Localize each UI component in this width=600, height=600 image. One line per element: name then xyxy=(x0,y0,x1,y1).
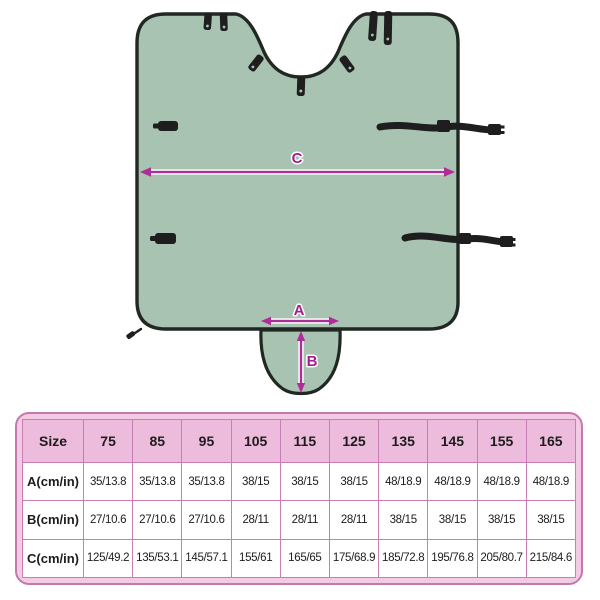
value-cell: 48/18.9 xyxy=(476,461,527,502)
product-dimension-diagram: C A B xyxy=(126,10,516,396)
value-cell: 48/18.9 xyxy=(378,461,429,502)
right-strap-lower xyxy=(401,232,516,247)
measurement-row: C(cm/in) 125/49.2 135/53.1 145/57.1 155/61 16… xyxy=(22,538,577,579)
value-cell: 28/11 xyxy=(230,500,281,540)
dimension-label-b: B xyxy=(307,353,318,370)
value-cell: 125/49.2 xyxy=(82,538,134,579)
zipper-pull xyxy=(126,327,143,339)
value-cell: 48/18.9 xyxy=(525,461,577,502)
value-cell: 28/11 xyxy=(328,500,380,540)
size-header-cell: 115 xyxy=(279,419,330,463)
size-table-header: Size 75 85 95 105 115 125 135 145 155 165 xyxy=(22,419,577,463)
row-label-cell: C(cm/in) xyxy=(22,538,84,579)
size-header-cell: 165 xyxy=(525,419,577,463)
value-cell: 38/15 xyxy=(427,500,478,540)
size-header-cell: 145 xyxy=(427,419,478,463)
row-label-cell: B(cm/in) xyxy=(22,500,84,540)
neck-tab-right xyxy=(339,55,355,73)
size-table: Size 75 85 95 105 115 125 135 145 155 165 A(cm/in)… xyxy=(15,412,583,585)
corner-header-cell: Size xyxy=(22,419,84,463)
top-left-tab-1 xyxy=(203,12,212,31)
value-cell: 155/61 xyxy=(230,538,281,579)
size-header-cell: 95 xyxy=(181,419,232,463)
value-cell: 28/11 xyxy=(279,500,330,540)
value-cell: 38/15 xyxy=(230,461,281,502)
value-cell: 38/15 xyxy=(279,461,330,502)
value-cell: 215/84.6 xyxy=(525,538,577,579)
size-header-cell: 85 xyxy=(132,419,183,463)
top-right-strap-1 xyxy=(368,10,378,42)
size-table-body: A(cm/in) 35/13.8 35/13.8 35/13.8 38/15 38/15 3… xyxy=(22,461,577,579)
dimension-arrow-a: A xyxy=(261,301,339,326)
neck-tab-left xyxy=(248,54,264,72)
value-cell: 205/80.7 xyxy=(476,538,527,579)
row-label-cell: A(cm/in) xyxy=(22,461,84,502)
dimension-arrow-c: C xyxy=(140,149,455,177)
dimension-label-a: A xyxy=(294,302,305,319)
value-cell: 38/15 xyxy=(378,500,429,540)
left-buckle-clip-1 xyxy=(153,121,178,131)
top-left-tab-2 xyxy=(219,12,228,32)
size-header-cell: 135 xyxy=(378,419,429,463)
value-cell: 27/10.6 xyxy=(181,500,232,540)
value-cell: 195/76.8 xyxy=(427,538,478,579)
value-cell: 38/15 xyxy=(525,500,577,540)
left-buckle-clip-2 xyxy=(150,233,176,244)
measurement-row: A(cm/in) 35/13.8 35/13.8 35/13.8 38/15 38/15 3… xyxy=(22,461,577,502)
value-cell: 175/68.9 xyxy=(328,538,380,579)
measurement-row: B(cm/in) 27/10.6 27/10.6 27/10.6 28/11 28/11 2… xyxy=(22,500,577,540)
neck-tab-center xyxy=(296,76,306,97)
size-header-cell: 155 xyxy=(476,419,527,463)
size-table-grid: Size 75 85 95 105 115 125 135 145 155 165 A(cm/in)… xyxy=(22,419,577,579)
value-cell: 27/10.6 xyxy=(82,500,134,540)
value-cell: 35/13.8 xyxy=(82,461,134,502)
right-strap-upper xyxy=(376,120,505,135)
size-header-cell: 105 xyxy=(230,419,281,463)
top-right-strap-2 xyxy=(383,10,393,46)
value-cell: 165/65 xyxy=(279,538,330,579)
value-cell: 135/53.1 xyxy=(132,538,183,579)
dimension-arrow-b: B xyxy=(296,331,319,393)
size-header-row: Size 75 85 95 105 115 125 135 145 155 165 xyxy=(22,419,577,463)
value-cell: 48/18.9 xyxy=(427,461,478,502)
value-cell: 145/57.1 xyxy=(181,538,232,579)
value-cell: 38/15 xyxy=(328,461,380,502)
value-cell: 35/13.8 xyxy=(181,461,232,502)
value-cell: 185/72.8 xyxy=(378,538,429,579)
size-header-cell: 75 xyxy=(82,419,134,463)
dimension-label-c: C xyxy=(292,150,303,167)
size-header-cell: 125 xyxy=(328,419,380,463)
value-cell: 35/13.8 xyxy=(132,461,183,502)
value-cell: 38/15 xyxy=(476,500,527,540)
value-cell: 27/10.6 xyxy=(132,500,183,540)
